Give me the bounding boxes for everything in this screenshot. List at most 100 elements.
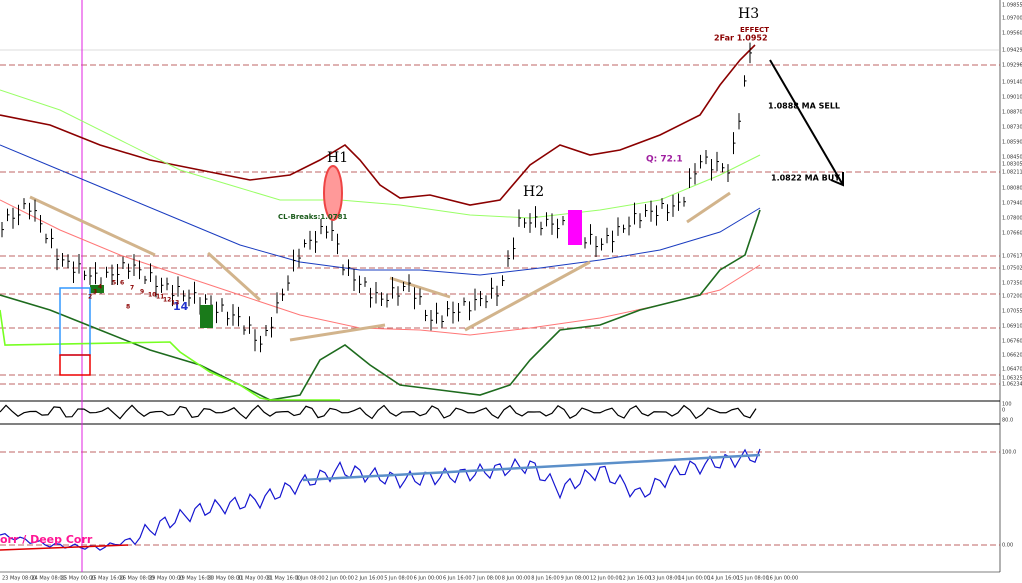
time-label: 24 May 08:00 [31,576,65,582]
price-label: 1.09296 [1002,63,1022,69]
lower-indicator [0,448,761,551]
price-label: 1.08305 [1002,162,1022,168]
time-label: 8 Jun 16:00 [531,576,560,582]
wave-count: 11 [156,294,164,301]
time-label: 25 May 00:00 [61,576,95,582]
oscillator [0,404,757,420]
price-label: 1.09429 [1002,48,1022,54]
time-label: 26 May 08:00 [120,576,154,582]
price-label: 1.08730 [1002,125,1022,131]
price-label: 1.08211 [1002,170,1022,176]
osc-axis-label: 100 [1002,402,1012,408]
label: 1.0822 MA BUY [771,174,840,183]
label: Q: 72.1 [646,155,683,165]
osc-axis-label: 80.0 [1002,418,1013,424]
wave-count: 12 [163,297,171,304]
price-label: 1.09560 [1002,31,1022,37]
price-label: 1.06234 [1002,382,1022,388]
price-label: 1.08080 [1002,186,1022,192]
time-label: 5 Jun 08:00 [384,576,413,582]
wave-count: 9 [140,289,144,296]
indicator-lines [0,44,761,401]
label: EFFECT [740,26,769,34]
zone [59,354,91,376]
price-label: 1.08450 [1002,155,1022,161]
price-label: 1.06325 [1002,376,1022,382]
price-axis: 1.09855 1.09700 1.09560 1.09429 1.09296 1.091… [1002,3,1022,388]
time-label: 29 May 00:00 [149,576,183,582]
wave-count: 6 [120,280,124,287]
label: H3 [738,6,759,22]
price-label: 1.07502 [1002,266,1022,272]
price-label: 1.09700 [1002,16,1022,22]
time-label: 8 Jun 00:00 [502,576,531,582]
wave-count: 8 [126,304,130,311]
time-label: 7 Jun 08:00 [472,576,501,582]
price-label: 1.06760 [1002,339,1022,345]
price-label: 1.06620 [1002,353,1022,359]
osc-axis-label: 0 [1002,408,1005,414]
label: 2Far 1.0952 [714,34,768,43]
price-label: 1.06470 [1002,367,1022,373]
price-label: 1.06910 [1002,324,1022,330]
trendline [302,453,761,482]
price-label: 1.07800 [1002,216,1022,222]
box [90,285,104,293]
wave-count: 10 [148,292,156,299]
time-label: 2 Jun 00:00 [325,576,354,582]
price-label: 1.09140 [1002,80,1022,86]
wave-count: 5 [112,280,116,287]
time-label: 29 May 16:00 [178,576,212,582]
box [568,210,582,245]
wave-count: 4 [98,284,102,291]
time-label: 15 Jun 08:00 [737,576,769,582]
time-label: 9 Jun 08:00 [561,576,590,582]
label: 14 [173,300,189,313]
label: H1 [327,150,348,166]
time-label: 2 Jun 16:00 [355,576,384,582]
time-label: 31 May 00:00 [237,576,271,582]
trendline [0,544,129,551]
price-label: 1.08870 [1002,110,1022,116]
price-label: 1.07660 [1002,231,1022,237]
time-label: 12 Jun 00:00 [590,576,622,582]
time-label: 25 May 16:00 [90,576,124,582]
label: H2 [523,184,544,200]
price-bars [1,42,752,353]
wave-count: 7 [130,285,134,292]
levels [0,49,1000,546]
time-label: 23 May 08:00 [2,576,36,582]
price-label: 1.08590 [1002,140,1022,146]
price-label: 1.09855 [1002,3,1022,9]
time-label: 1 Jun 08:00 [296,576,325,582]
price-label: 1.07617 [1002,254,1022,260]
time-label: 6 Jun 00:00 [414,576,443,582]
price-label: 1.07200 [1002,294,1022,300]
label: 1.0888 MA SELL [768,102,840,111]
time-label: 13 Jun 08:00 [649,576,681,582]
time-label: 14 Jun 16:00 [708,576,740,582]
label: CL-Breaks:1.0781 [278,213,348,221]
label: orr / Deep Corr [0,533,93,546]
price-label: 1.09010 [1002,95,1022,101]
time-label: 30 May 08:00 [208,576,242,582]
time-label: 31 May 16:00 [267,576,301,582]
arrow [769,59,844,187]
wave-count: 13 [171,300,179,307]
lower-axis-label: 0.00 [1002,543,1013,549]
box [200,305,213,328]
time-label: 16 Jun 00:00 [766,576,798,582]
wave-count: 3 [93,289,97,296]
wave-count: 2 [88,294,92,301]
lower-axis-label: 100.0 [1002,450,1016,456]
time-label: 6 Jun 16:00 [443,576,472,582]
time-label: 14 Jun 00:00 [678,576,710,582]
price-label: 1.07940 [1002,201,1022,207]
price-label: 1.07350 [1002,281,1022,287]
time-label: 12 Jun 16:00 [619,576,651,582]
highlight [323,165,343,221]
